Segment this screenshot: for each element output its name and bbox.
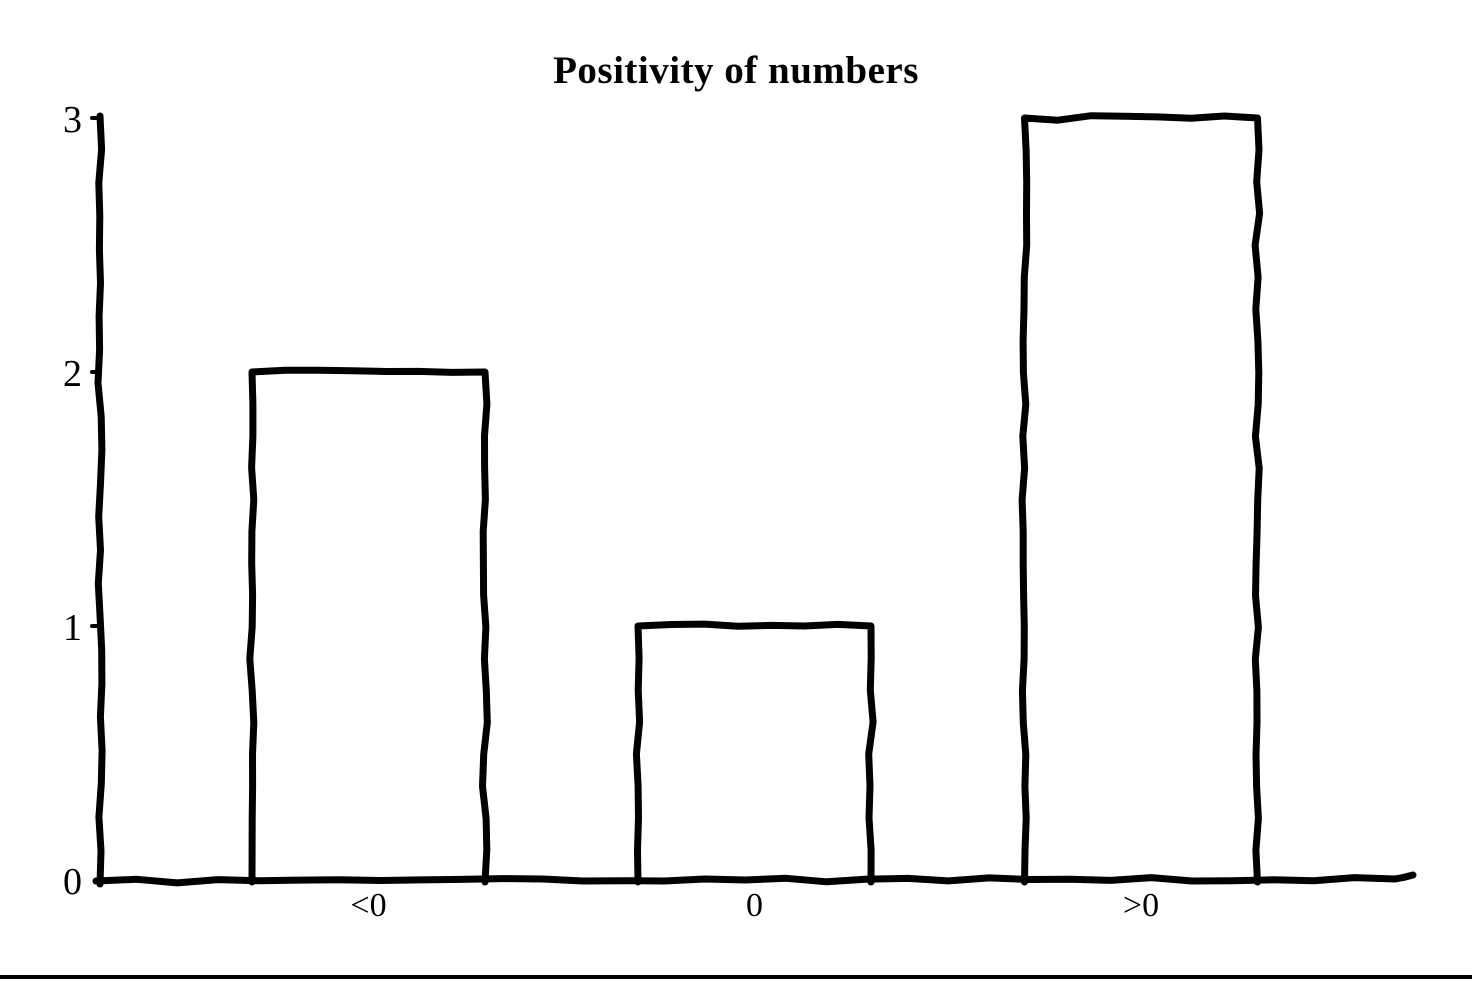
chart-title: Positivity of numbers [553, 49, 919, 93]
bar-greater-than-zero [1018, 112, 1264, 886]
y-axis-tick-label: 1 [63, 607, 82, 649]
x-axis [92, 871, 1417, 887]
y-axis-tick-label: 3 [63, 99, 82, 141]
y-axis [94, 112, 106, 888]
x-axis-category-label: >0 [1123, 887, 1159, 924]
bar-zero [632, 620, 877, 886]
bar-less-than-zero [246, 366, 491, 886]
bottom-border-line [0, 975, 1472, 979]
y-axis-tick-label: 0 [63, 861, 82, 903]
x-axis-category-label: 0 [746, 887, 763, 924]
y-axis-tick-label: 2 [63, 353, 82, 395]
x-axis-category-label: <0 [350, 887, 386, 924]
